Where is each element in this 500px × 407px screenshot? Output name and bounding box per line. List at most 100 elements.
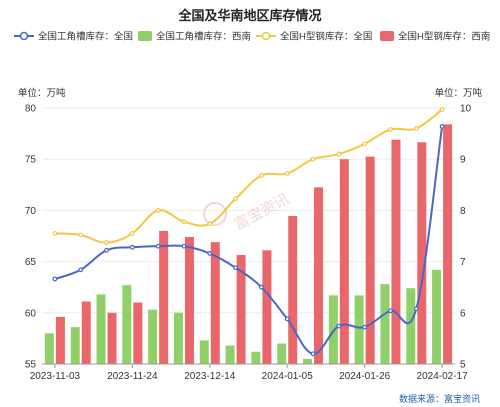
legend: 全国工角槽库存：全国 全国工角槽库存：西南 全国H型钢库存：全国 全国H型钢库存… xyxy=(14,31,490,43)
point-hsteel-national xyxy=(181,219,187,225)
x-axis: 2023-11-03 2023-11-24 2023-12-14 2024-01-05… xyxy=(30,363,469,382)
point-hsteel-national xyxy=(362,141,368,147)
right-axis-unit: 单位：万吨 xyxy=(434,87,482,99)
point-hsteel-national xyxy=(233,196,238,202)
bar-gongjiaocao-southwest xyxy=(354,295,364,364)
x-tick-label: 2023-11-24 xyxy=(107,371,158,382)
legend-item-gongjiaocao-southwest[interactable]: 全国工角槽库存：西南 xyxy=(138,31,251,43)
point-gongjiaocao-national xyxy=(284,316,290,322)
point-hsteel-national xyxy=(155,207,161,213)
point-hsteel-national xyxy=(336,151,342,157)
legend-item-hsteel-national[interactable]: 全国H型钢库存：全国 xyxy=(256,31,372,43)
point-gongjiaocao-national xyxy=(78,267,84,273)
legend-item-gongjiaocao-national[interactable]: 全国工角槽库存：全国 xyxy=(14,31,133,43)
point-hsteel-national xyxy=(310,156,316,162)
left-tick-label: 75 xyxy=(25,155,37,166)
right-tick-label: 9 xyxy=(460,155,466,166)
legend-item-hsteel-southwest[interactable]: 全国H型钢库存：西南 xyxy=(380,31,490,43)
bar-gongjiaocao-southwest xyxy=(122,285,132,364)
right-tick-label: 6 xyxy=(460,308,466,319)
x-tick-label: 2023-11-03 xyxy=(30,371,81,382)
point-gongjiaocao-national xyxy=(388,308,393,314)
bar-hsteel-southwest xyxy=(443,124,453,364)
point-hsteel-national xyxy=(413,126,419,131)
data-source: 数据来源：富宝资讯 xyxy=(399,393,480,404)
bar-gongjiaocao-southwest xyxy=(380,284,390,364)
right-tick-label: 10 xyxy=(460,104,472,115)
bar-gongjiaocao-southwest xyxy=(303,358,313,364)
point-hsteel-national xyxy=(129,231,135,236)
bar-gongjiaocao-southwest xyxy=(328,295,338,364)
point-hsteel-national xyxy=(207,221,213,227)
bar-hsteel-southwest xyxy=(184,237,194,364)
bar-gongjiaocao-southwest xyxy=(251,351,261,364)
bar-hsteel-southwest xyxy=(391,139,401,364)
point-hsteel-national xyxy=(78,232,84,238)
watermark-text: 富宝资讯 xyxy=(231,190,292,234)
bar-hsteel-southwest xyxy=(339,159,349,364)
left-tick-label: 60 xyxy=(25,308,37,319)
point-gongjiaocao-national xyxy=(155,243,161,249)
bar-gongjiaocao-southwest xyxy=(225,345,235,364)
chart-title: 全国及华南地区库存情况 xyxy=(177,8,321,23)
watermark: 富宝资讯 xyxy=(203,190,292,234)
point-gongjiaocao-national xyxy=(413,306,419,312)
bar-gongjiaocao-southwest xyxy=(44,333,54,364)
point-gongjiaocao-national xyxy=(233,265,238,271)
point-gongjiaocao-national xyxy=(310,351,316,357)
x-tick-label: 2024-02-17 xyxy=(417,371,469,382)
bar-gongjiaocao-southwest xyxy=(406,288,416,364)
legend-label: 全国H型钢库存：全国 xyxy=(280,31,372,43)
x-tick-label: 2024-01-26 xyxy=(339,371,391,382)
point-gongjiaocao-national xyxy=(207,251,213,256)
point-hsteel-national xyxy=(284,171,290,176)
bar-hsteel-southwest xyxy=(314,187,324,364)
bar-hsteel-southwest xyxy=(365,156,375,364)
left-tick-label: 55 xyxy=(25,360,37,371)
bar-gongjiaocao-southwest xyxy=(432,269,442,364)
point-hsteel-national xyxy=(388,127,393,132)
bar-hsteel-southwest xyxy=(417,142,427,364)
point-gongjiaocao-national xyxy=(52,276,58,282)
left-tick-label: 70 xyxy=(25,206,37,217)
bar-gongjiaocao-southwest xyxy=(96,294,106,364)
bar-hsteel-southwest xyxy=(55,316,65,364)
left-axis-unit: 单位：万吨 xyxy=(18,87,66,99)
bar-gongjiaocao-southwest xyxy=(70,327,80,364)
left-tick-label: 80 xyxy=(25,104,37,115)
line-series xyxy=(52,107,445,357)
point-hsteel-national xyxy=(52,231,58,236)
point-gongjiaocao-national xyxy=(439,124,445,129)
point-hsteel-national xyxy=(439,107,445,112)
left-axis: 55 60 65 70 75 80 xyxy=(25,104,37,371)
bar-hsteel-southwest xyxy=(159,230,169,364)
point-gongjiaocao-national xyxy=(362,324,368,330)
bar-hsteel-southwest xyxy=(133,302,143,364)
point-hsteel-national xyxy=(104,240,109,246)
point-gongjiaocao-national xyxy=(181,243,187,249)
bar-series xyxy=(44,124,453,364)
point-gongjiaocao-national xyxy=(104,247,109,253)
point-gongjiaocao-national xyxy=(259,284,264,290)
bar-gongjiaocao-southwest xyxy=(173,312,183,364)
right-tick-label: 7 xyxy=(460,257,466,268)
right-tick-label: 5 xyxy=(460,360,466,371)
line-hsteel-national xyxy=(54,108,443,244)
bar-hsteel-southwest xyxy=(236,254,246,364)
legend-label: 全国工角槽库存：全国 xyxy=(38,31,133,43)
point-gongjiaocao-national xyxy=(129,244,135,250)
point-gongjiaocao-national xyxy=(336,323,342,329)
bar-hsteel-southwest xyxy=(107,312,117,364)
left-tick-label: 65 xyxy=(25,257,37,268)
legend-label: 全国工角槽库存：西南 xyxy=(156,31,251,43)
right-axis: 5 6 7 8 9 10 xyxy=(460,104,472,371)
bar-hsteel-southwest xyxy=(262,250,272,364)
point-hsteel-national xyxy=(259,173,264,178)
bar-hsteel-southwest xyxy=(81,301,91,364)
bar-gongjiaocao-southwest xyxy=(199,340,209,364)
legend-label: 全国H型钢库存：西南 xyxy=(398,31,490,43)
bar-gongjiaocao-southwest xyxy=(148,309,158,364)
bar-gongjiaocao-southwest xyxy=(277,343,287,364)
bar-hsteel-southwest xyxy=(288,216,298,364)
